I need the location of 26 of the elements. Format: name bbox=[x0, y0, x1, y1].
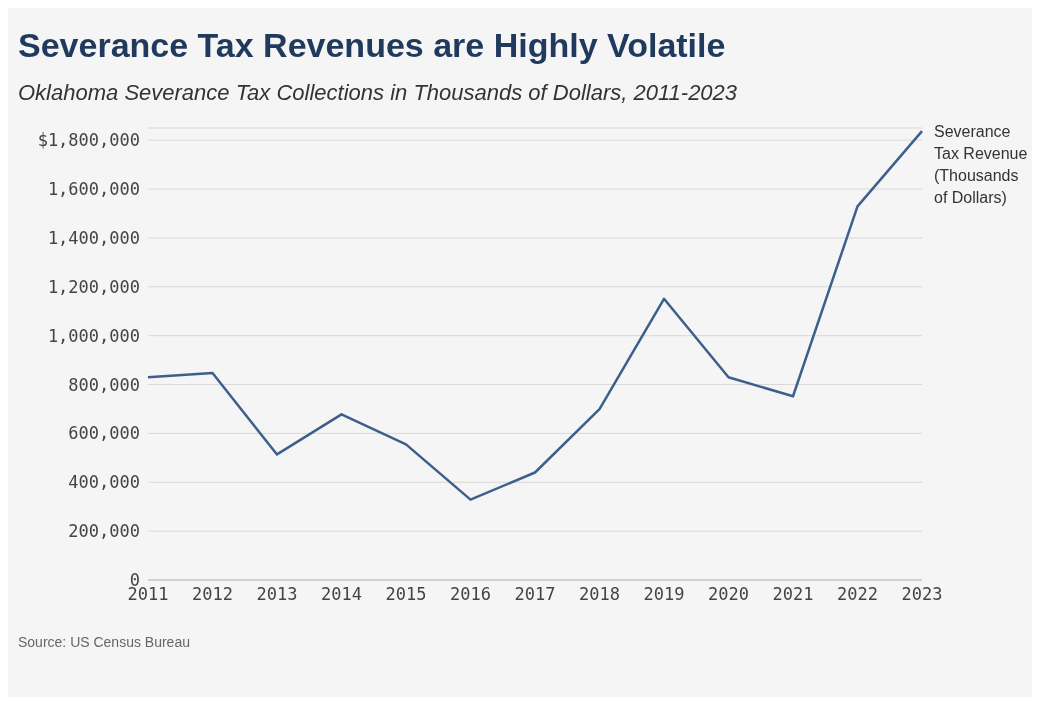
x-tick-label: 2018 bbox=[579, 584, 620, 605]
x-tick-label: 2013 bbox=[256, 584, 298, 605]
x-tick-label: 2022 bbox=[837, 584, 878, 605]
source-note: Source: US Census Bureau bbox=[18, 634, 190, 650]
x-tick-label: 2023 bbox=[901, 584, 943, 605]
series-label: Severance Tax Revenue (Thousands of Dollars) bbox=[934, 123, 1028, 207]
x-tick-label: 2016 bbox=[450, 584, 491, 605]
x-tick-label: 2021 bbox=[772, 584, 814, 605]
chart-subtitle: Oklahoma Severance Tax Collections in Thousands of Dollars, 2011-2023 bbox=[18, 80, 738, 106]
x-tick-label: 2020 bbox=[708, 584, 749, 605]
x-tick-label: 2012 bbox=[192, 584, 233, 605]
x-tick-label: 2015 bbox=[385, 584, 427, 605]
y-tick-label: 1,200,000 bbox=[47, 276, 140, 297]
x-tick-label: 2014 bbox=[321, 584, 362, 605]
y-tick-label: 200,000 bbox=[68, 521, 140, 542]
x-tick-label: 2017 bbox=[514, 584, 556, 605]
x-tick-label: 2019 bbox=[643, 584, 685, 605]
y-tick-label: 1,000,000 bbox=[47, 325, 140, 346]
y-tick-label: 600,000 bbox=[68, 423, 140, 444]
chart-title: Severance Tax Revenues are Highly Volatile bbox=[18, 26, 726, 65]
y-tick-label: $1,800,000 bbox=[37, 130, 140, 151]
y-tick-label: 400,000 bbox=[68, 472, 140, 493]
y-tick-label: 1,600,000 bbox=[47, 179, 140, 200]
y-tick-label: 800,000 bbox=[68, 374, 140, 395]
y-tick-label: 1,400,000 bbox=[47, 227, 140, 248]
line-series bbox=[146, 129, 924, 501]
